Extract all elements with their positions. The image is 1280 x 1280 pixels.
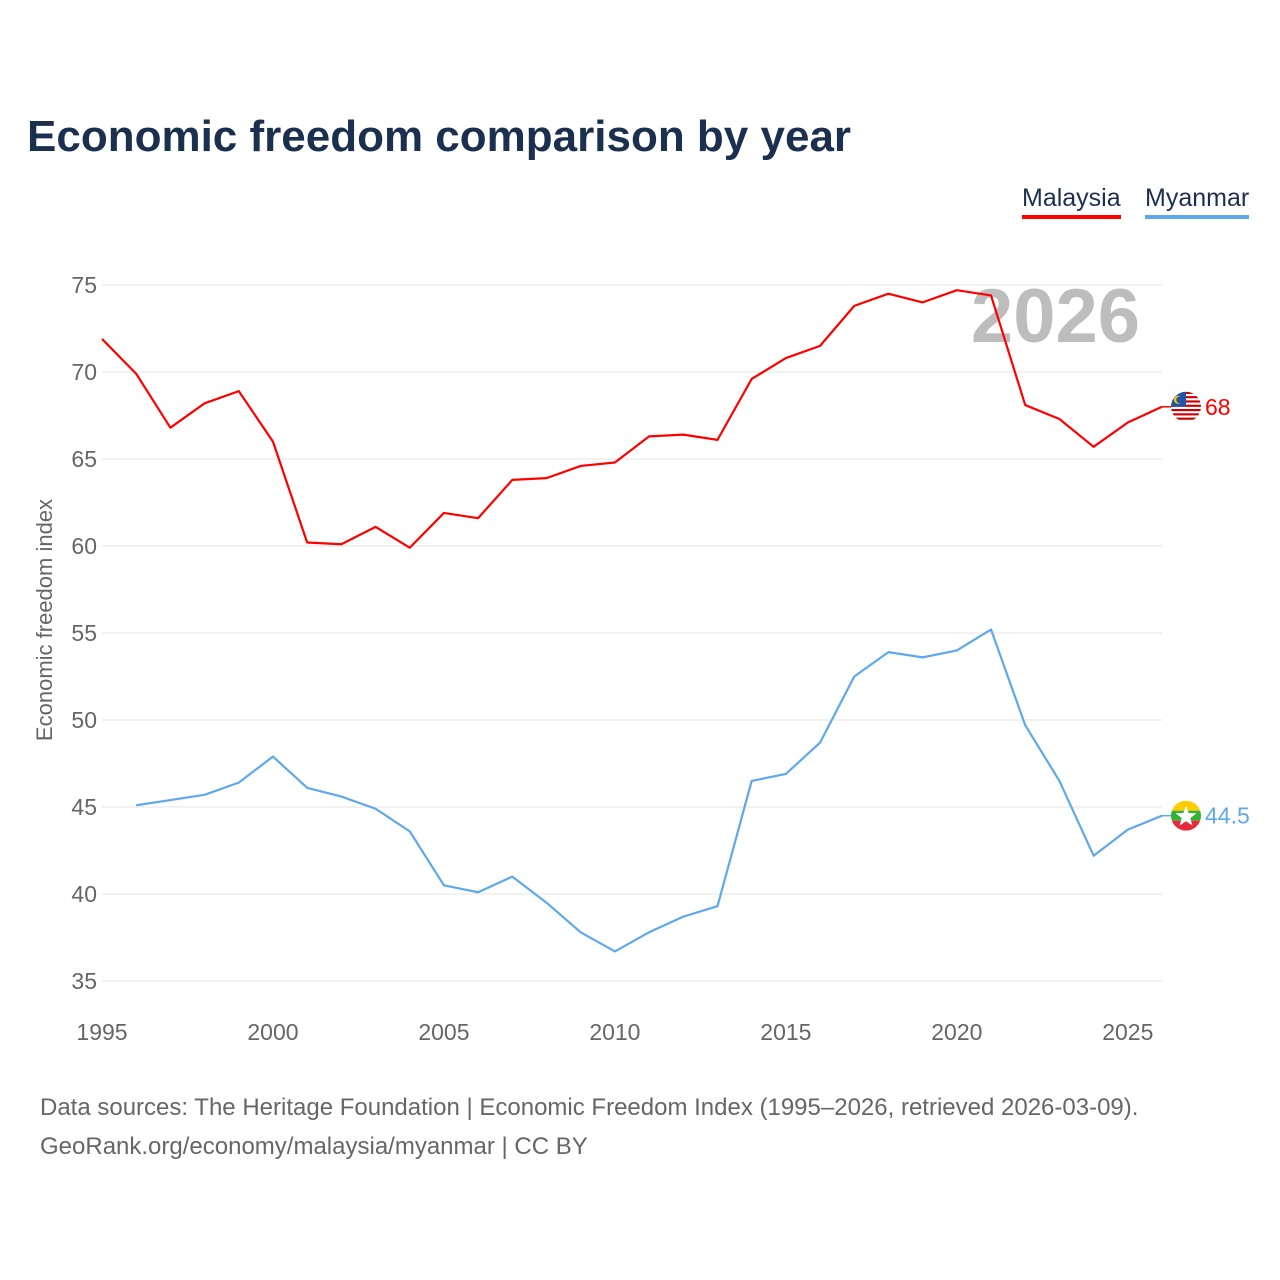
year-watermark: 2026 (971, 274, 1140, 359)
x-tick-label: 2025 (1102, 1019, 1153, 1045)
y-tick-label: 50 (71, 707, 97, 733)
y-tick-label: 40 (71, 881, 97, 907)
source-line-1: Data sources: The Heritage Foundation | … (40, 1094, 1139, 1121)
source-line-2[interactable]: GeoRank.org/economy/malaysia/myanmar | C… (40, 1133, 588, 1160)
source-note: Data sources: The Heritage Foundation | … (40, 1088, 1138, 1166)
y-tick-label: 55 (71, 620, 97, 646)
series-line-myanmar (136, 628, 1163, 953)
x-tick-label: 2020 (931, 1019, 982, 1045)
y-tick-label: 60 (71, 533, 97, 559)
legend-myanmar[interactable]: Myanmar (1145, 184, 1250, 219)
y-tick-label: 45 (71, 794, 97, 820)
y-tick-label: 35 (71, 968, 97, 994)
x-tick-label: 2005 (418, 1019, 469, 1045)
y-axis-label: Economic freedom index (32, 499, 57, 741)
legend-malaysia[interactable]: Malaysia (1022, 184, 1121, 219)
chart-title: Economic freedom comparison by year (27, 112, 852, 161)
malaysia-flag-icon (1171, 391, 1201, 422)
myanmar-flag-icon (1171, 800, 1201, 831)
y-tick-label: 65 (71, 446, 97, 472)
series-line-malaysia (101, 289, 1163, 549)
x-tick-label: 2000 (247, 1019, 298, 1045)
end-value-label: 68 (1205, 394, 1231, 420)
x-tick-label: 1995 (76, 1019, 127, 1045)
y-tick-label: 70 (71, 359, 97, 385)
y-tick-label: 75 (71, 272, 97, 298)
x-tick-label: 2015 (760, 1019, 811, 1045)
x-tick-label: 2010 (589, 1019, 640, 1045)
end-value-label: 44.5 (1205, 803, 1250, 829)
